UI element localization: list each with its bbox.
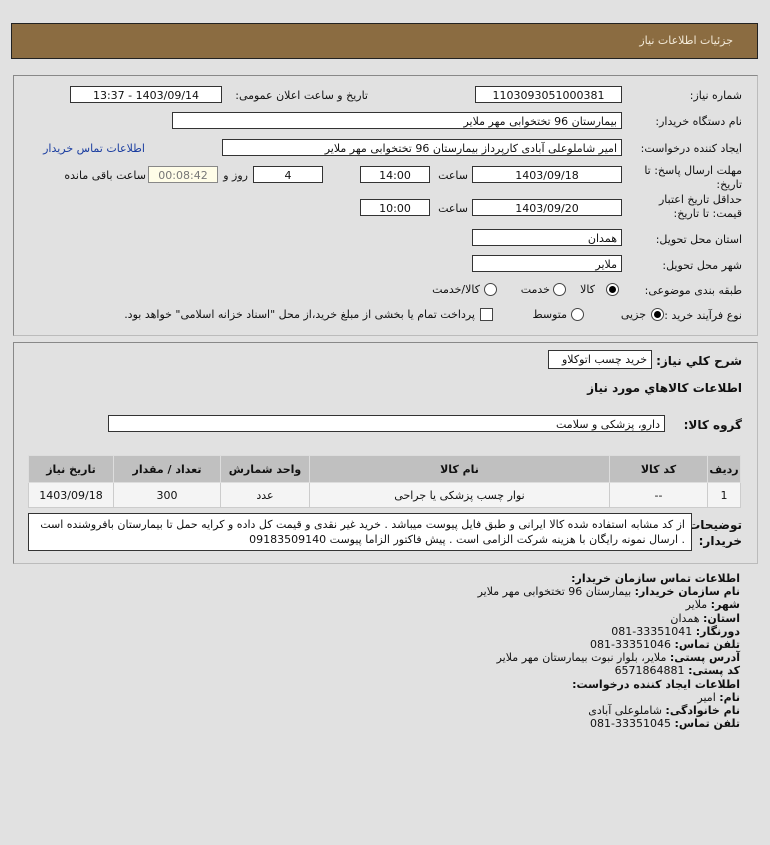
col-unit: واحد شمارش [220,455,310,483]
payment-note: پرداخت تمام یا بخشی از مبلغ خرید،از محل … [124,308,475,321]
col-date: تاریخ نیاز [28,455,114,483]
goods-group-label: گروه کالا: [683,418,742,432]
table-row: 1 -- نوار چسب پزشکی یا جراحی عدد 300 140… [28,482,741,508]
goods-section-title: اطلاعات كالاهاي مورد نياز [587,381,742,395]
validity-time-label: ساعت [438,202,468,215]
goods-panel [13,342,758,564]
process-radio-minor[interactable] [651,308,664,321]
col-quantity: تعداد / مقدار [113,455,221,483]
days-label: روز و [223,169,248,182]
validity-label: حداقل تاریخ اعتبار قیمت: تا تاریخ: [658,193,742,220]
cell-quantity: 300 [113,482,221,508]
name-value: امیر [697,690,716,704]
category-option-goods-service: کالا/خدمت [432,283,480,296]
category-option-goods: کالا [580,283,595,296]
need-desc-label: شرح کلي نياز: [656,354,742,368]
address-value: ملایر، بلوار نبوت بیمارستان مهر ملایر [496,651,667,665]
announce-field: 1403/09/14 - 13:37 [70,86,222,103]
cell-date: 1403/09/18 [28,482,114,508]
fax-value: 33351041-081 [611,624,693,638]
buyer-org-field: بیمارستان 96 تختخوابی مهر ملایر [172,112,622,129]
postal-value: 6571864881 [614,664,685,678]
buyer-contact-info: اطلاعات تماس سازمان خریدار: نام سازمان خ… [478,572,740,730]
buyer-org-label: نام دستگاه خریدار: [655,115,742,128]
address-label: آدرس پستی: [669,651,740,665]
details-panel [13,75,758,336]
fax-label: دورنگار: [695,624,740,638]
phone-label: تلفن تماس: [674,638,740,652]
category-radio-goods[interactable] [606,283,619,296]
deadline-date-field: 1403/09/18 [472,166,622,183]
validity-date-field: 1403/09/20 [472,199,622,216]
name-label: نام: [719,690,740,704]
city-field: ملایر [472,255,622,272]
province-field: همدان [472,229,622,246]
postal-label: کد پستی: [688,664,740,678]
family-label: نام خانوادگی: [665,704,740,718]
cell-unit: عدد [220,482,310,508]
cell-row: 1 [707,482,741,508]
city-label: شهر: [710,598,740,612]
province-value: همدان [670,611,700,625]
province-label: استان: [703,611,740,625]
city-label: شهر محل تحویل: [662,259,742,272]
org-label: نام سازمان خریدار: [634,585,740,599]
cell-name: نوار چسب پزشکی یا جراحی [309,482,610,508]
col-name: نام کالا [309,455,610,483]
deadline-time-field: 14:00 [360,166,430,183]
col-code: کد کالا [609,455,708,483]
need-desc-field: خرید چسب اتوکلاو [548,350,652,369]
deadline-time-label: ساعت [438,169,468,182]
province-label: استان محل تحویل: [655,233,742,246]
days-field: 4 [253,166,323,183]
process-option-medium: متوسط [532,308,567,321]
category-radio-service[interactable] [553,283,566,296]
creator-field: امیر شاملوعلی آبادی کارپرداز بیمارستان 9… [222,139,622,156]
treasury-payment-checkbox[interactable] [480,308,493,321]
category-option-service: خدمت [520,283,550,296]
validity-time-field: 10:00 [360,199,430,216]
buyer-contact-link[interactable]: اطلاعات تماس خریدار [43,142,145,155]
deadline-label: مهلت ارسال پاسخ: تا تاریخ: [644,164,742,191]
creator-info-title: اطلاعات ایجاد کننده درخواست: [572,677,740,691]
col-row: ردیف [707,455,741,483]
table-header-row: ردیف کد کالا نام کالا واحد شمارش تعداد /… [28,455,741,483]
page-title: جزئيات اطلاعات نياز [639,34,733,47]
creator-phone-value: 33351045-081 [590,717,672,731]
org-value: بیمارستان 96 تختخوابی مهر ملایر [477,585,632,599]
goods-table: ردیف کد کالا نام کالا واحد شمارش تعداد /… [28,455,741,508]
category-radio-goods-service[interactable] [484,283,497,296]
need-number-field: 1103093051000381 [475,86,622,103]
process-radio-medium[interactable] [571,308,584,321]
remaining-time-field: 00:08:42 [148,166,218,183]
category-label: طبقه بندی موضوعی: [644,284,742,297]
contact-title: اطلاعات تماس سازمان خریدار: [571,572,740,585]
creator-phone-label: تلفن تماس: [674,717,740,731]
goods-group-field: دارو، پزشکی و سلامت [108,415,665,432]
buyer-notes-field: از کد مشابه استفاده شده کالا ایرانی و طب… [28,513,692,551]
buyer-notes-label: توضیحات خریدار: [688,518,742,548]
process-label: نوع فرآیند خرید : [664,309,742,322]
cell-code: -- [609,482,708,508]
process-option-minor: جزیی [620,308,646,321]
need-number-label: شماره نیاز: [689,89,742,102]
remaining-label: ساعت باقی مانده [64,169,146,182]
page-header: جزئيات اطلاعات نياز [11,23,758,59]
family-value: شاملوعلی آبادی [588,704,662,718]
city-value: ملایر [685,598,708,612]
creator-label: ایجاد کننده درخواست: [640,142,742,155]
phone-value: 33351046-081 [590,638,672,652]
announce-label: تاریخ و ساعت اعلان عمومی: [235,89,368,102]
